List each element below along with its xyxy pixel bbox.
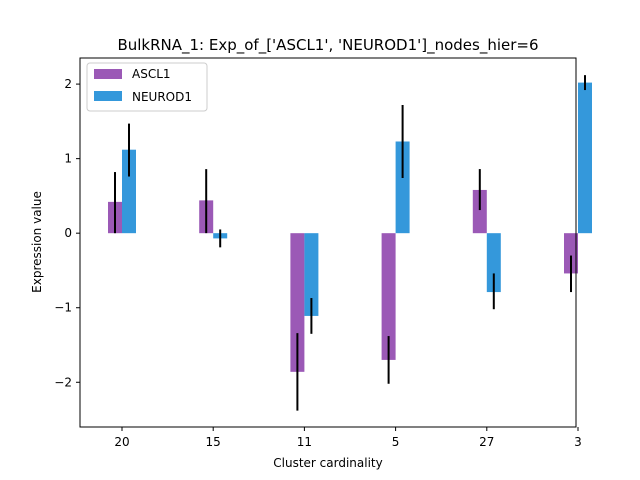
x-tick-label-3: 3 [574, 435, 582, 449]
x-tick-label-20: 20 [114, 435, 129, 449]
error-bars [114, 75, 586, 411]
x-axis-label: Cluster cardinality [273, 456, 382, 470]
x-axis-ticks: 20 15 11 5 27 3 [114, 427, 582, 449]
bar-ascl1-5 [381, 233, 396, 360]
legend-label-neurod1: NEUROD1 [132, 90, 192, 104]
legend-swatch-neurod1 [94, 91, 122, 101]
bar-ascl1-3 [564, 233, 578, 274]
legend-swatch-ascl1 [94, 69, 122, 79]
y-tick-label-0: 0 [64, 226, 72, 240]
bar-neurod1-11 [304, 233, 319, 316]
y-axis-ticks: −2 −1 0 1 2 [54, 77, 80, 389]
bar-ascl1-11 [290, 233, 305, 372]
chart-title: BulkRNA_1: Exp_of_['ASCL1', 'NEUROD1']_n… [117, 36, 538, 55]
bar-neurod1-20 [122, 149, 136, 234]
bars [108, 82, 592, 372]
bar-neurod1-3 [578, 82, 592, 234]
y-tick-label-2: 2 [64, 77, 72, 91]
bar-neurod1-27 [486, 233, 501, 293]
x-tick-label-15: 15 [206, 435, 221, 449]
bar-neurod1-5 [395, 141, 410, 234]
y-axis-label: Expression value [30, 191, 44, 293]
x-tick-label-11: 11 [297, 435, 312, 449]
axes-frame [79, 57, 577, 428]
legend: ASCL1 NEUROD1 [86, 62, 208, 112]
y-tick-label--2: −2 [54, 375, 72, 389]
plot-area: 20 15 11 5 27 3 −2 −1 0 1 2 [54, 57, 592, 449]
legend-label-ascl1: ASCL1 [132, 67, 171, 81]
y-tick-label-1: 1 [64, 152, 72, 166]
y-tick-label--1: −1 [54, 301, 72, 315]
x-tick-label-5: 5 [392, 435, 400, 449]
bar-ascl1-27 [472, 189, 487, 234]
x-tick-label-27: 27 [479, 435, 494, 449]
